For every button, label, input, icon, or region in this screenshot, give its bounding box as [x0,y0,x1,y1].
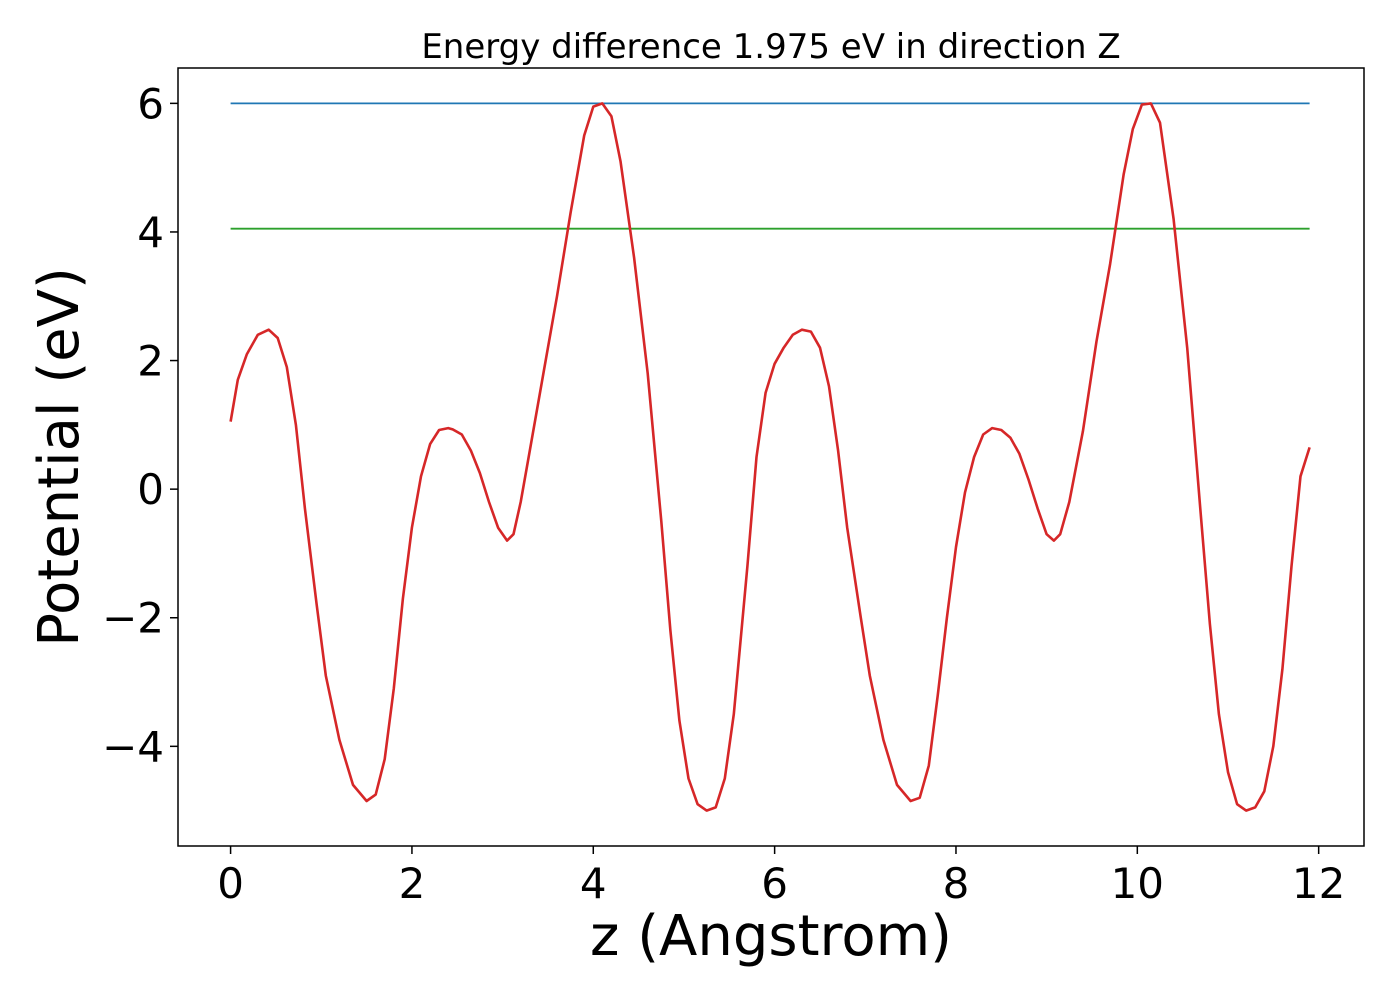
x-axis: 0 2 4 6 8 10 12 [217,846,1345,908]
y-tick-label: 6 [137,79,164,128]
x-tick-label: 10 [1111,859,1164,908]
x-tick-label: 12 [1292,859,1345,908]
x-tick-label: 6 [761,859,788,908]
x-tick-label: 0 [217,859,244,908]
x-tick-label: 8 [943,859,970,908]
chart-title: Energy difference 1.975 eV in direction … [421,27,1120,67]
x-tick-label: 2 [399,859,426,908]
y-tick-label: −2 [102,594,164,643]
y-axis-label: Potential (eV) [27,267,92,647]
y-tick-label: 0 [137,465,164,514]
y-tick-label: 4 [137,208,164,257]
y-axis: −4 −2 0 2 4 6 [102,79,178,771]
series-layer [229,102,1311,812]
series-line-3 [229,102,1311,812]
x-axis-label: z (Angstrom) [590,904,952,969]
plot-frame [177,67,1365,847]
x-tick-label: 4 [580,859,607,908]
y-tick-label: 2 [137,337,164,386]
y-tick-label: −4 [102,722,164,771]
